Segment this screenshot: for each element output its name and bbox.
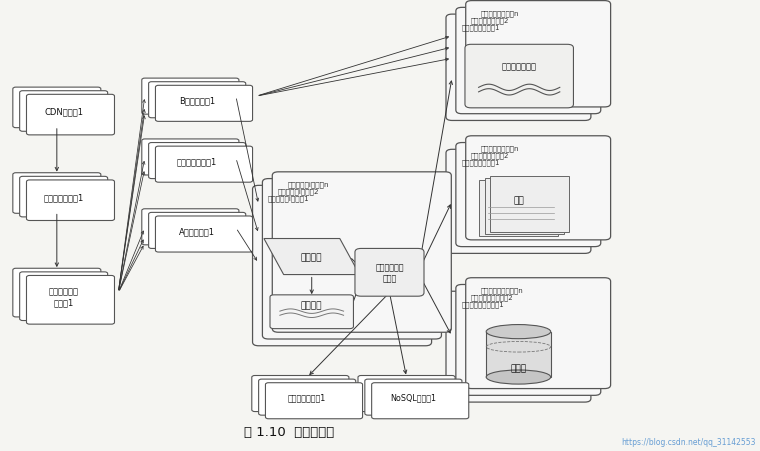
Text: 分布式数据库服务器1: 分布式数据库服务器1 xyxy=(461,300,504,307)
FancyBboxPatch shape xyxy=(446,150,591,254)
FancyBboxPatch shape xyxy=(358,376,455,412)
Text: 分布式数据库服务器n: 分布式数据库服务器n xyxy=(481,287,524,294)
Text: 分布式缓存服务器2: 分布式缓存服务器2 xyxy=(471,17,509,24)
FancyBboxPatch shape xyxy=(20,272,108,321)
Text: 分布式文件服务器2: 分布式文件服务器2 xyxy=(471,152,509,159)
FancyBboxPatch shape xyxy=(485,179,564,235)
FancyBboxPatch shape xyxy=(372,383,469,419)
Text: 负载均衡调度
服务器1: 负载均衡调度 服务器1 xyxy=(49,287,78,306)
FancyBboxPatch shape xyxy=(13,269,101,317)
Text: 分布式缓存服务器n: 分布式缓存服务器n xyxy=(481,10,519,17)
Text: 分布式服务i服务器2: 分布式服务i服务器2 xyxy=(277,188,319,195)
FancyBboxPatch shape xyxy=(446,15,591,121)
FancyBboxPatch shape xyxy=(27,180,115,221)
FancyBboxPatch shape xyxy=(27,95,115,136)
FancyBboxPatch shape xyxy=(13,88,101,129)
FancyBboxPatch shape xyxy=(156,86,252,122)
Text: 分布式服务i服务器n: 分布式服务i服务器n xyxy=(287,181,329,188)
FancyBboxPatch shape xyxy=(446,292,591,402)
FancyBboxPatch shape xyxy=(149,143,245,179)
FancyBboxPatch shape xyxy=(456,8,600,115)
FancyBboxPatch shape xyxy=(20,92,108,132)
FancyBboxPatch shape xyxy=(270,295,353,329)
FancyBboxPatch shape xyxy=(480,181,559,237)
FancyBboxPatch shape xyxy=(262,179,442,339)
Text: 分布式文件服务器n: 分布式文件服务器n xyxy=(481,146,519,152)
FancyBboxPatch shape xyxy=(456,285,600,396)
FancyBboxPatch shape xyxy=(142,209,239,245)
FancyBboxPatch shape xyxy=(466,2,610,108)
FancyBboxPatch shape xyxy=(156,147,252,183)
FancyBboxPatch shape xyxy=(272,172,451,332)
FancyBboxPatch shape xyxy=(456,143,600,247)
FancyBboxPatch shape xyxy=(258,379,356,415)
Text: 图 1.10  分布式服务: 图 1.10 分布式服务 xyxy=(244,425,334,438)
Text: https://blog.csdn.net/qq_31142553: https://blog.csdn.net/qq_31142553 xyxy=(621,437,755,446)
Polygon shape xyxy=(264,239,359,275)
Text: 分布式服务i服务器1: 分布式服务i服务器1 xyxy=(268,195,309,202)
Polygon shape xyxy=(486,332,551,377)
FancyBboxPatch shape xyxy=(27,276,115,324)
Text: 消息队列服务器1: 消息队列服务器1 xyxy=(177,156,217,166)
FancyBboxPatch shape xyxy=(466,278,610,389)
FancyBboxPatch shape xyxy=(252,186,432,346)
Ellipse shape xyxy=(486,325,551,339)
Text: CDN服务器1: CDN服务器1 xyxy=(44,107,83,116)
Text: 应用程序: 应用程序 xyxy=(301,253,322,262)
Text: 搜索引擎服务器1: 搜索引擎服务器1 xyxy=(288,393,326,402)
Text: B应用服务器1: B应用服务器1 xyxy=(179,96,215,105)
Text: A应用服务器1: A应用服务器1 xyxy=(179,226,215,235)
FancyBboxPatch shape xyxy=(465,45,574,109)
FancyBboxPatch shape xyxy=(252,376,349,412)
Text: 文件: 文件 xyxy=(514,196,524,205)
FancyBboxPatch shape xyxy=(149,213,245,249)
Text: 数据库: 数据库 xyxy=(511,364,527,373)
FancyBboxPatch shape xyxy=(355,249,424,297)
Ellipse shape xyxy=(486,370,551,384)
FancyBboxPatch shape xyxy=(490,176,569,232)
FancyBboxPatch shape xyxy=(365,379,462,415)
FancyBboxPatch shape xyxy=(156,216,252,253)
FancyBboxPatch shape xyxy=(149,83,245,119)
FancyBboxPatch shape xyxy=(20,177,108,217)
Text: 分布式缓存服务器1: 分布式缓存服务器1 xyxy=(461,24,499,31)
FancyBboxPatch shape xyxy=(265,383,363,419)
Text: 统一数据访问
问模块: 统一数据访问 问模块 xyxy=(375,263,404,282)
FancyBboxPatch shape xyxy=(142,79,239,115)
Text: 分布式数据库服务器2: 分布式数据库服务器2 xyxy=(471,294,514,300)
Text: 本地缓存: 本地缓存 xyxy=(301,300,322,309)
Text: 分布式文件服务器1: 分布式文件服务器1 xyxy=(461,159,499,166)
Text: 远程分布式缓存: 远程分布式缓存 xyxy=(502,62,537,71)
FancyBboxPatch shape xyxy=(13,173,101,214)
Text: NoSQL服务器1: NoSQL服务器1 xyxy=(391,393,436,402)
Text: 反向代理服务器1: 反向代理服务器1 xyxy=(43,193,84,202)
FancyBboxPatch shape xyxy=(142,140,239,175)
FancyBboxPatch shape xyxy=(466,137,610,240)
